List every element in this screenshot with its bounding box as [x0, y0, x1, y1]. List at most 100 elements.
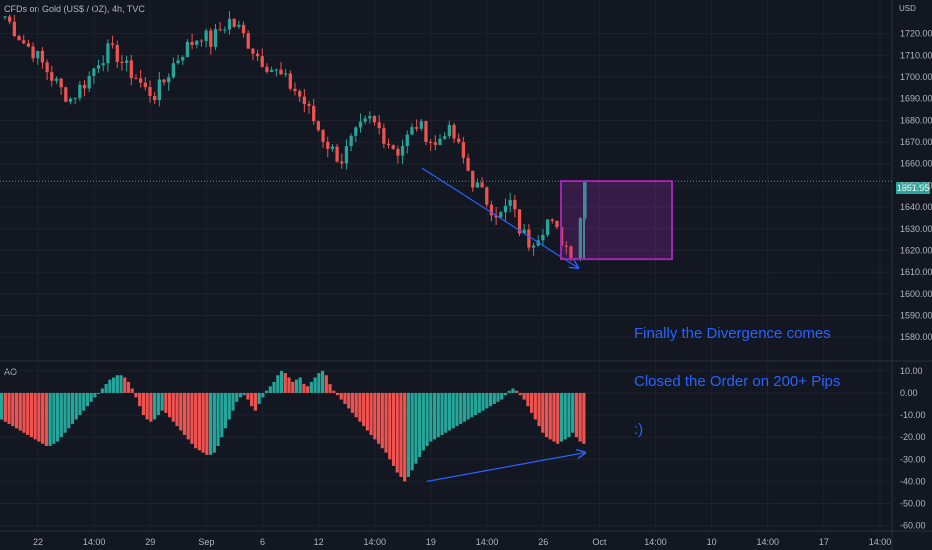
ao-bar — [511, 388, 515, 393]
candle-body — [298, 91, 302, 97]
price-tick-label: 1600.00 — [900, 289, 932, 299]
price-tick-label: 1580.00 — [900, 332, 932, 342]
candle-body — [176, 60, 180, 64]
candle-body — [288, 73, 292, 89]
ao-bar — [518, 392, 522, 396]
ao-bar — [18, 392, 22, 431]
ao-bar — [78, 392, 82, 416]
ao-axis: 10.00 0.00 -10.00 -20.00 -30.00 -40.00 -50.00 -… — [900, 366, 926, 531]
candle-body — [354, 127, 358, 136]
ao-bar — [52, 392, 56, 444]
candle-body — [344, 146, 349, 164]
candle-body — [269, 69, 274, 72]
time-axis: 22 14:00 29 Sep 6 12 14:00 19 14:00 26 Oct 14:00 10 1… — [33, 537, 891, 547]
time-tick-label: 22 — [33, 537, 43, 547]
ao-bar — [317, 373, 321, 393]
candle-body — [414, 127, 419, 129]
ao-bar — [432, 392, 437, 440]
candle-body — [312, 105, 316, 122]
ao-bar — [67, 392, 71, 429]
time-tick-label: Sep — [198, 537, 214, 547]
candle-body — [237, 24, 241, 27]
ao-bar — [182, 392, 187, 435]
candle-body — [372, 116, 377, 123]
ao-bar — [440, 392, 444, 435]
candle-body — [391, 145, 395, 149]
ao-bar — [324, 375, 328, 393]
time-tick-label: 19 — [426, 537, 436, 547]
price-tick-label: 1640.00 — [900, 202, 932, 212]
ao-bar — [156, 392, 160, 416]
ao-bar — [376, 392, 381, 444]
ao-bar — [515, 390, 519, 393]
ao-bar — [503, 392, 508, 396]
ao-bar — [571, 392, 575, 433]
candle-body — [227, 18, 232, 30]
price-tick-label: 1710.00 — [900, 50, 932, 60]
candle-body — [54, 78, 59, 81]
candle-body — [541, 234, 545, 241]
candle-body — [513, 199, 517, 210]
candle-body — [569, 246, 573, 259]
candle-body — [377, 122, 381, 129]
ao-bar — [500, 392, 504, 400]
ao-bar — [272, 381, 276, 393]
ao-bar — [425, 392, 429, 446]
time-tick-label: 14:00 — [756, 537, 779, 547]
ao-bar — [332, 390, 336, 393]
ao-bar — [74, 392, 78, 420]
candle-body — [471, 170, 475, 188]
ao-tick-label: -30.00 — [900, 454, 926, 464]
candle-body — [447, 124, 451, 137]
ao-bar — [115, 375, 119, 393]
ao-bar — [11, 392, 15, 427]
time-tick-label: Oct — [592, 537, 607, 547]
ao-bar — [380, 392, 384, 449]
candle-body — [326, 141, 330, 149]
candle-body — [64, 87, 68, 102]
ao-bar — [134, 392, 138, 398]
candle-body — [419, 121, 423, 129]
candle-body — [171, 63, 176, 78]
candle-body — [349, 135, 353, 147]
candle-body — [265, 66, 269, 72]
candle-body — [489, 204, 494, 216]
candle-body — [148, 87, 152, 97]
candle-body — [531, 245, 536, 248]
candle-body — [527, 229, 531, 248]
annotation-line-2: Closed the Order on 200+ Pips — [634, 373, 841, 390]
ao-bar — [335, 392, 340, 396]
candle-body — [246, 33, 250, 49]
ao-bar — [283, 373, 287, 393]
time-tick-label: 12 — [314, 537, 324, 547]
ao-bar — [26, 392, 30, 435]
ao-bar — [201, 392, 205, 453]
candle-body — [443, 136, 447, 139]
time-tick-label: 26 — [538, 537, 548, 547]
ao-bar — [574, 392, 578, 438]
candle-body — [73, 97, 77, 99]
ao-bar — [414, 392, 418, 464]
annotation-line-3: :) — [634, 421, 644, 438]
candle-body — [167, 77, 171, 83]
ao-bar — [447, 392, 452, 431]
candle-body — [251, 48, 255, 54]
ao-bar — [477, 392, 481, 413]
candle-body — [232, 18, 236, 27]
price-tick-label: 1660.00 — [900, 159, 932, 169]
time-tick-label: 14:00 — [869, 537, 892, 547]
ao-bar — [209, 392, 213, 455]
ao-bar — [462, 392, 467, 422]
ao-bar — [41, 392, 45, 444]
candle-body — [87, 75, 91, 89]
ao-bar — [436, 392, 440, 438]
annotation-line-1: Finally the Divergence comes — [634, 325, 831, 342]
candle-body — [522, 229, 526, 234]
candle-body — [461, 142, 466, 158]
candle-body — [330, 146, 335, 149]
ao-bar — [29, 392, 34, 438]
ao-tick-label: 0.00 — [900, 388, 918, 398]
candle-body — [321, 130, 325, 142]
ao-bar — [100, 388, 104, 393]
